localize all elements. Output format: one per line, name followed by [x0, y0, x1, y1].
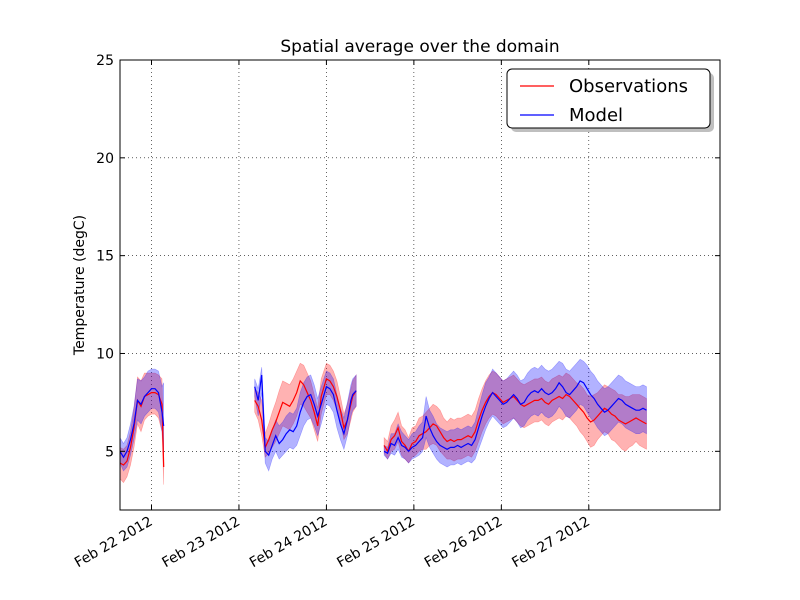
legend: Observations Model [506, 68, 714, 132]
band-model [254, 367, 357, 472]
legend-label-observations: Observations [569, 76, 688, 97]
y-tick-label: 5 [105, 444, 114, 460]
plot-frame [119, 59, 721, 511]
y-tick-label: 25 [96, 53, 114, 69]
y-tick-label: 10 [96, 346, 114, 362]
legend-box [506, 68, 711, 129]
chart-title: Spatial average over the domain [280, 37, 559, 57]
series-line-model [119, 388, 165, 459]
y-axis-label: Temperature (degC) [72, 215, 88, 356]
y-tick-label: 20 [96, 151, 114, 167]
series-line-model [383, 380, 647, 455]
band-observations [254, 362, 357, 458]
band-observations [119, 372, 164, 485]
lines [119, 374, 647, 468]
y-tick-label: 15 [96, 249, 114, 265]
series-line-observations [254, 378, 357, 450]
series-line-model [254, 374, 357, 457]
legend-label-model: Model [569, 105, 623, 126]
